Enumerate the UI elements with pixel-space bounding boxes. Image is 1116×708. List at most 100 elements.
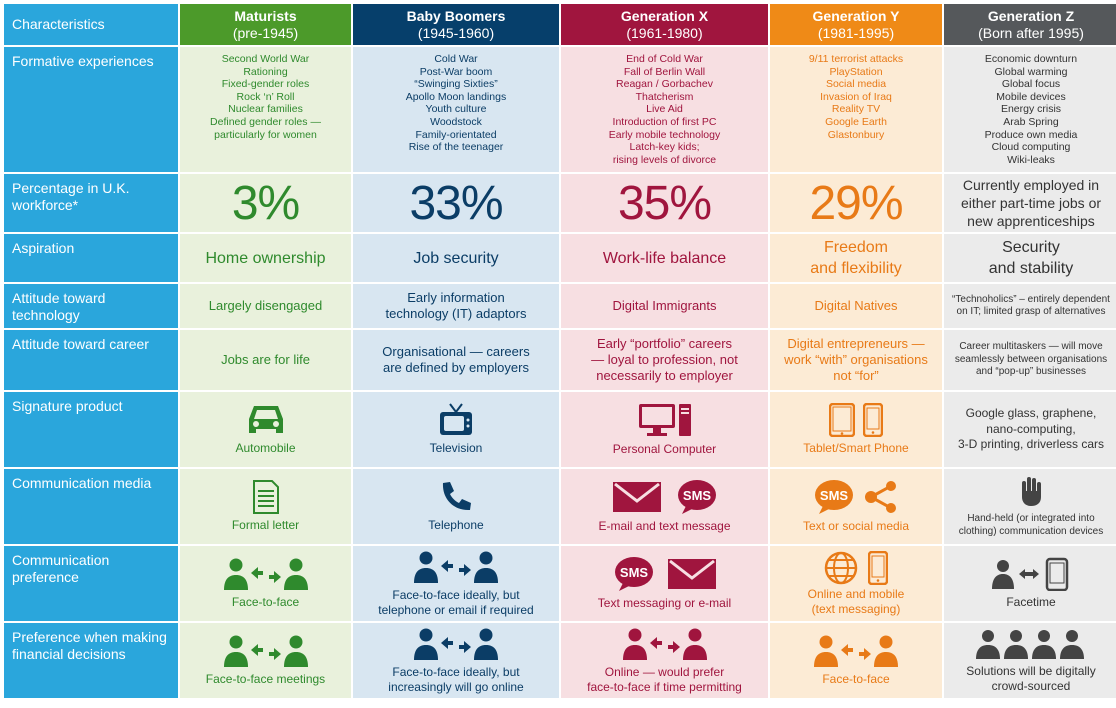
preference-generation-y: Online and mobile (text messaging): [770, 546, 942, 623]
text-line: Fixed-gender roles: [221, 78, 310, 91]
text-line: Digital Immigrants: [612, 298, 717, 313]
generation-name: Generation X: [620, 7, 709, 24]
row-label-formative: Formative experiences: [4, 47, 178, 174]
text-line: Text messaging or e-mail: [597, 596, 732, 610]
face-to-face-icon: [223, 558, 308, 590]
media-caption: Text or social media: [803, 519, 909, 534]
car-icon: [248, 406, 283, 433]
preference-caption: Face-to-face ideally, but telephone or em…: [378, 588, 533, 618]
media-baby-boomers: Telephone: [353, 469, 559, 546]
financial-generation-z: Solutions will be digitally crowd-sourced: [944, 623, 1116, 700]
media-caption: Formal letter: [232, 518, 299, 533]
text-line: “Swinging Sixties”: [414, 78, 498, 91]
financial-caption: Face-to-face: [822, 672, 889, 687]
text-line: (text messaging): [811, 601, 901, 616]
text-line: Cold War: [434, 53, 478, 65]
text-line: Early “portfolio” careers: [596, 336, 733, 351]
text-line: Early information: [407, 290, 505, 305]
text-line: Largely disengaged: [208, 298, 323, 313]
text-line: and stability: [988, 260, 1074, 277]
formative-generation-x: End of Cold War Fall of Berlin Wall Reagan…: [561, 47, 768, 174]
text-line: nano-computing,: [986, 421, 1076, 436]
text-line: Woodstock: [430, 115, 482, 128]
hand-icon: [1022, 477, 1041, 506]
text-line: Career multitaskers — will move: [959, 341, 1103, 353]
sms-label: SMS: [820, 488, 849, 503]
text-line: technology (IT) adaptors: [385, 306, 527, 321]
formative-maturists: Second World War Rationing Fixed-gender ro…: [180, 47, 351, 174]
preference-caption: Online and mobile (text messaging): [808, 587, 905, 617]
career-generation-y: Digital entrepreneurs — work “with” organ…: [770, 330, 942, 392]
workforce-baby-boomers: 33%: [353, 174, 559, 234]
text-line: Formal letter: [231, 518, 300, 532]
text-line: Text or social media: [802, 519, 910, 533]
text-line: Digital Natives: [814, 298, 898, 313]
media-maturists: Formal letter: [180, 469, 351, 546]
text-line: Face-to-face: [231, 595, 300, 609]
text-line: Invasion of Iraq: [820, 90, 892, 103]
preference-caption: Face-to-face: [232, 595, 299, 610]
generation-name: Generation Z: [987, 7, 1075, 24]
text-line: Hand-held (or integrated into: [967, 513, 1095, 524]
text-line: Home ownership: [205, 249, 326, 267]
technology-maturists: Largely disengaged: [180, 284, 351, 330]
text-line: not “for”: [833, 368, 879, 383]
text-line: Post-War boom: [419, 65, 493, 78]
preference-caption: Text messaging or e-mail: [598, 596, 731, 611]
text-line: Produce own media: [984, 128, 1078, 141]
product-caption: Tablet/Smart Phone: [803, 441, 909, 455]
text-line: Work-life balance: [602, 249, 727, 267]
text-line: Jobs are for life: [221, 352, 310, 367]
row-label-product: Signature product: [4, 392, 178, 469]
globe-icon: [824, 551, 858, 584]
text-line: “Technoholics” – entirely dependent: [952, 293, 1110, 305]
product-maturists: Automobile: [180, 392, 351, 469]
text-line: Telephone: [428, 518, 484, 532]
row-label-media: Communication media: [4, 469, 178, 546]
text-line: Online and mobile: [807, 586, 905, 601]
media-generation-x: SMS E-mail and text message: [561, 469, 768, 546]
text-line: Face-to-face: [822, 672, 890, 686]
preference-maturists: Face-to-face: [180, 546, 351, 623]
letter-icon: [252, 480, 279, 514]
text-line: Second World War: [221, 53, 310, 65]
technology-generation-z: “Technoholics” – entirely dependent on IT…: [944, 284, 1116, 330]
text-line: E-mail and text message: [598, 519, 731, 533]
text-line: Arab Spring: [1003, 115, 1059, 128]
text-line: work “with” organisations: [784, 352, 928, 367]
telephone-icon: [442, 482, 471, 511]
product-caption: Television: [429, 441, 483, 455]
generation-name: Generation Y: [812, 7, 900, 24]
text-line: Currently employed in: [962, 177, 1100, 193]
text-line: Face-to-face ideally, but: [392, 587, 520, 602]
text-line: Family-orientated: [415, 128, 497, 141]
text-line: Face-to-face meetings: [205, 672, 326, 686]
generation-name: Maturists: [234, 7, 297, 24]
row-label-financial: Preference when making financial decisio…: [4, 623, 178, 700]
text-line: telephone or email if required: [378, 602, 534, 617]
career-generation-x: Early “portfolio” careers — loyal to prof…: [561, 330, 768, 392]
workforce-generation-x: 35%: [561, 174, 768, 234]
sms-label: SMS: [619, 565, 648, 580]
email-icon: [667, 559, 716, 589]
text-line: and flexibility: [810, 260, 902, 277]
text-line: clothing) communication devices: [958, 525, 1104, 537]
crowd-icon: [976, 629, 1084, 659]
preference-caption: Facetime: [1006, 595, 1055, 610]
financial-generation-x: Online — would prefer face-to-face if tim…: [561, 623, 768, 700]
financial-maturists: Face-to-face meetings: [180, 623, 351, 700]
text-line: Economic downturn: [984, 53, 1078, 65]
text-line: Youth culture: [425, 103, 487, 116]
text-line: Online — would prefer: [604, 664, 725, 679]
text-line: Face-to-face ideally, but: [392, 664, 520, 679]
email-icon: [612, 482, 661, 512]
product-generation-y: Tablet/Smart Phone: [770, 392, 942, 469]
text-line: Latch-key kids;: [629, 141, 700, 154]
career-baby-boomers: Organisational — careers are defined by e…: [353, 330, 559, 392]
financial-caption: Online — would prefer face-to-face if tim…: [587, 665, 742, 695]
preference-baby-boomers: Face-to-face ideally, but telephone or em…: [353, 546, 559, 623]
text-line: new apprenticeships: [967, 213, 1095, 229]
sms-icon: SMS: [815, 480, 853, 514]
text-line: Energy crisis: [1000, 103, 1062, 116]
generation-years: (Born after 1995): [978, 24, 1084, 41]
